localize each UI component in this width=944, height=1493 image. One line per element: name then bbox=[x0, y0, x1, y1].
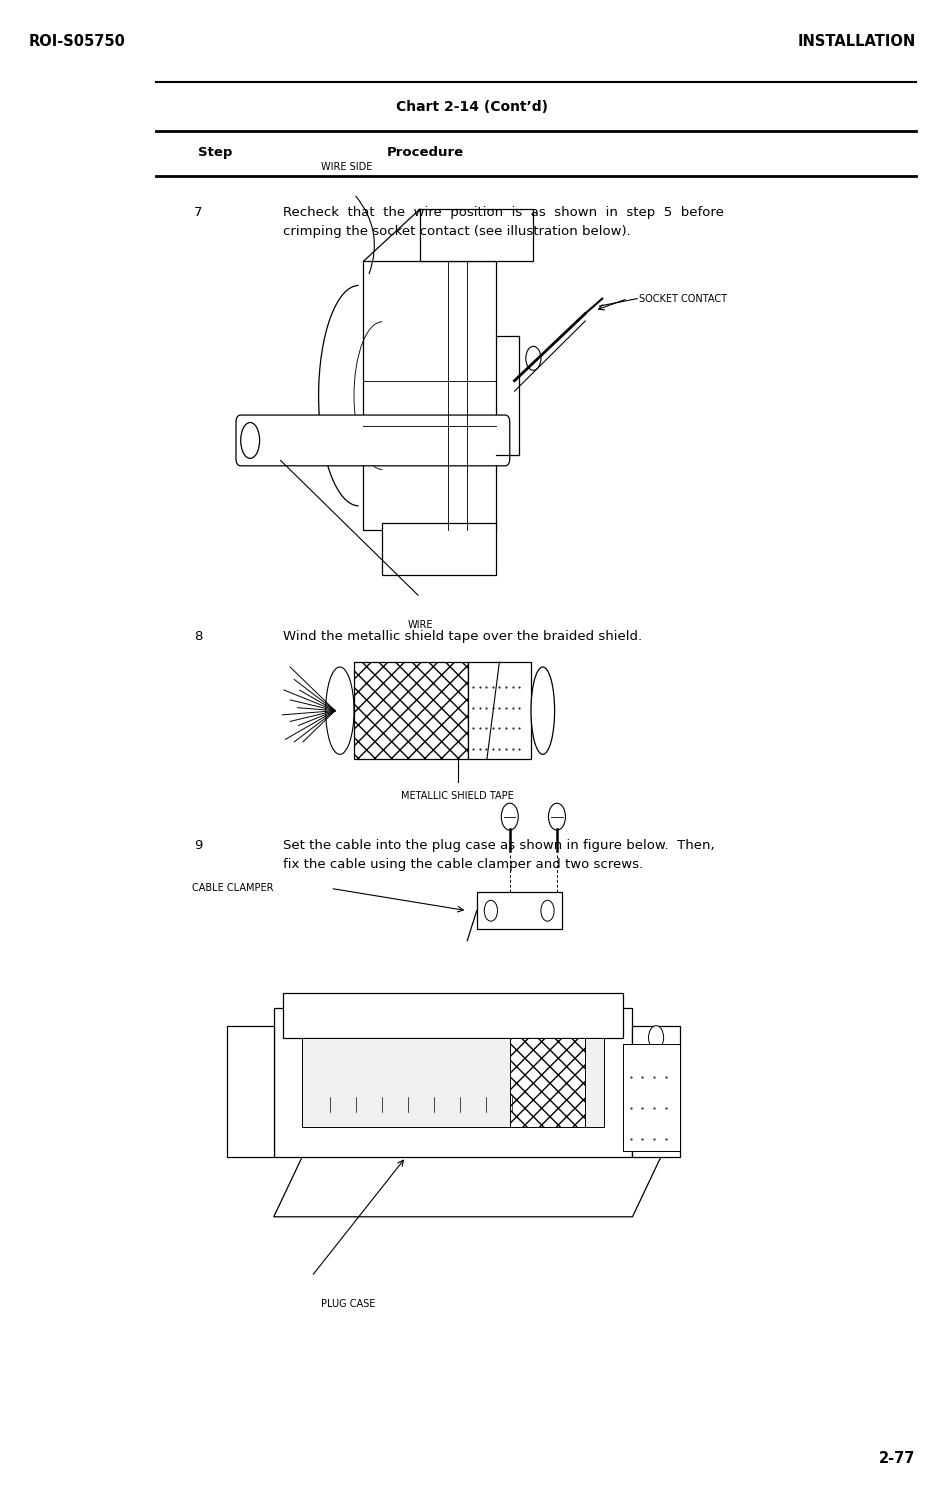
Text: Chart 2-14 (Cont’d): Chart 2-14 (Cont’d) bbox=[396, 100, 548, 113]
Text: Wind the metallic shield tape over the braided shield.: Wind the metallic shield tape over the b… bbox=[283, 630, 642, 643]
Text: WIRE: WIRE bbox=[407, 620, 433, 630]
Text: Procedure: Procedure bbox=[387, 146, 464, 160]
Circle shape bbox=[526, 346, 541, 370]
Text: INSTALLATION: INSTALLATION bbox=[798, 34, 916, 49]
Circle shape bbox=[501, 803, 518, 830]
Text: METALLIC SHIELD TAPE: METALLIC SHIELD TAPE bbox=[401, 791, 514, 800]
Text: 2-77: 2-77 bbox=[879, 1451, 916, 1466]
FancyBboxPatch shape bbox=[236, 415, 510, 466]
Circle shape bbox=[484, 900, 497, 921]
Text: CABLE CLAMPER: CABLE CLAMPER bbox=[193, 884, 274, 893]
Text: Step: Step bbox=[198, 146, 232, 160]
Bar bbox=[510, 1038, 585, 1127]
Text: ROI-S05750: ROI-S05750 bbox=[28, 34, 126, 49]
Bar bbox=[632, 1026, 680, 1157]
Ellipse shape bbox=[326, 667, 354, 754]
Bar bbox=[477, 893, 562, 929]
Circle shape bbox=[649, 1026, 664, 1050]
Text: Recheck  that  the  wire  position  is  as  shown  in  step  5  before
crimping : Recheck that the wire position is as sho… bbox=[283, 206, 724, 237]
Text: Set the cable into the plug case as shown in figure below.  Then,
fix the cable : Set the cable into the plug case as show… bbox=[283, 839, 715, 870]
Text: SOCKET CONTACT: SOCKET CONTACT bbox=[639, 294, 727, 303]
Bar bbox=[420, 209, 533, 261]
Circle shape bbox=[541, 900, 554, 921]
Bar bbox=[468, 663, 531, 758]
Ellipse shape bbox=[531, 667, 555, 754]
Bar bbox=[354, 663, 468, 758]
Bar bbox=[274, 1008, 632, 1157]
Text: 8: 8 bbox=[194, 630, 202, 643]
Polygon shape bbox=[274, 1157, 661, 1217]
Circle shape bbox=[649, 1100, 664, 1124]
Bar bbox=[382, 523, 496, 575]
Bar bbox=[283, 993, 623, 1038]
Circle shape bbox=[548, 803, 565, 830]
Bar bbox=[302, 1038, 604, 1127]
Bar bbox=[363, 261, 496, 530]
Bar bbox=[227, 1026, 274, 1157]
Text: PLUG CASE: PLUG CASE bbox=[321, 1299, 376, 1309]
Ellipse shape bbox=[241, 423, 260, 458]
Bar bbox=[354, 663, 468, 758]
Bar bbox=[623, 1044, 680, 1151]
Bar bbox=[510, 1038, 585, 1127]
Text: 7: 7 bbox=[194, 206, 203, 219]
Text: 9: 9 bbox=[194, 839, 202, 853]
Text: WIRE SIDE: WIRE SIDE bbox=[321, 161, 372, 172]
